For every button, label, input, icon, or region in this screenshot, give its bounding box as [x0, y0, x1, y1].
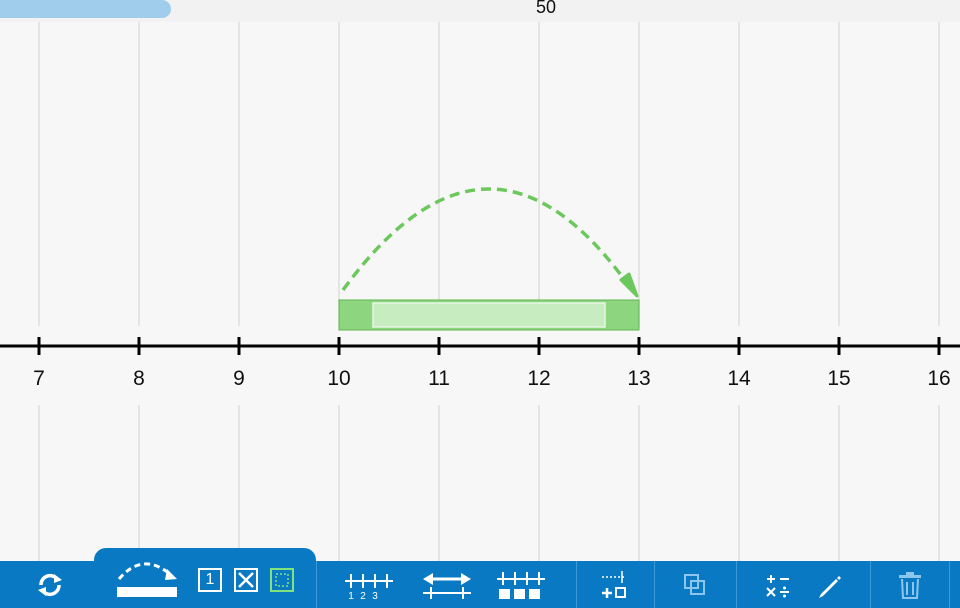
jump-arrowhead: [619, 272, 639, 298]
zoom-value: 50: [535, 0, 557, 17]
tick-label: 14: [727, 367, 751, 390]
add-label-button[interactable]: [596, 568, 632, 602]
tick-label: 12: [527, 367, 551, 390]
tick-label: 7: [33, 367, 45, 390]
outline-tile-button[interactable]: [269, 567, 295, 593]
plus-box-ruler-icon: [602, 571, 626, 598]
tick-label: 8: [133, 367, 145, 390]
top-scroll-bar: 50: [0, 0, 960, 22]
number-bar-highlight: [372, 302, 606, 328]
hide-tile-button[interactable]: [233, 567, 259, 593]
number-tile-button[interactable]: 1: [197, 567, 223, 593]
overlap-squares-icon: [684, 574, 705, 595]
tick-label: 9: [233, 367, 245, 390]
jump-arc[interactable]: [341, 187, 631, 292]
pencil-icon: [819, 576, 841, 598]
toolbar-divider: [316, 561, 317, 608]
duplicate-button[interactable]: [677, 568, 713, 602]
reset-button[interactable]: [28, 566, 72, 604]
pencil-button[interactable]: [810, 568, 846, 602]
tick-label: 13: [627, 367, 651, 390]
tick-labels-button[interactable]: 1 2 3: [342, 568, 396, 602]
tick-label: 16: [927, 367, 951, 390]
operations-button[interactable]: [760, 568, 796, 602]
toolbar-divider: [949, 561, 950, 608]
crossed-box-icon: [234, 568, 258, 592]
active-tool-group: [94, 548, 316, 608]
tick-label-1: 1: [348, 591, 354, 601]
tick-label-2: 2: [360, 591, 366, 601]
tick-label: 15: [827, 367, 851, 390]
math-operations-icon: [766, 575, 789, 598]
toolbar-divider: [736, 561, 737, 608]
trash-icon: [899, 572, 921, 599]
equal-parts-button[interactable]: [494, 568, 548, 602]
number-line-canvas[interactable]: [0, 0, 960, 561]
toolbar-divider: [654, 561, 655, 608]
toolbar-divider: [870, 561, 871, 608]
scroll-thumb[interactable]: [0, 0, 171, 18]
number-one-box-icon: 1: [198, 568, 222, 592]
jump-tool-button[interactable]: [112, 556, 180, 602]
labeled-ticks-icon: 1 2 3: [345, 574, 393, 601]
tick-label: 10: [327, 367, 351, 390]
rotate-arrows-icon: [38, 573, 62, 597]
toolbar-divider: [576, 561, 577, 608]
tick-label-3: 3: [372, 591, 378, 601]
trash-button[interactable]: [892, 568, 928, 602]
stretch-button[interactable]: [420, 568, 474, 602]
segmented-bar-icon: [497, 572, 545, 599]
tick-label: 11: [428, 367, 450, 390]
double-arrow-icon: [423, 573, 471, 599]
jump-arc-icon: [117, 562, 177, 597]
dotted-box-icon: [270, 568, 294, 592]
